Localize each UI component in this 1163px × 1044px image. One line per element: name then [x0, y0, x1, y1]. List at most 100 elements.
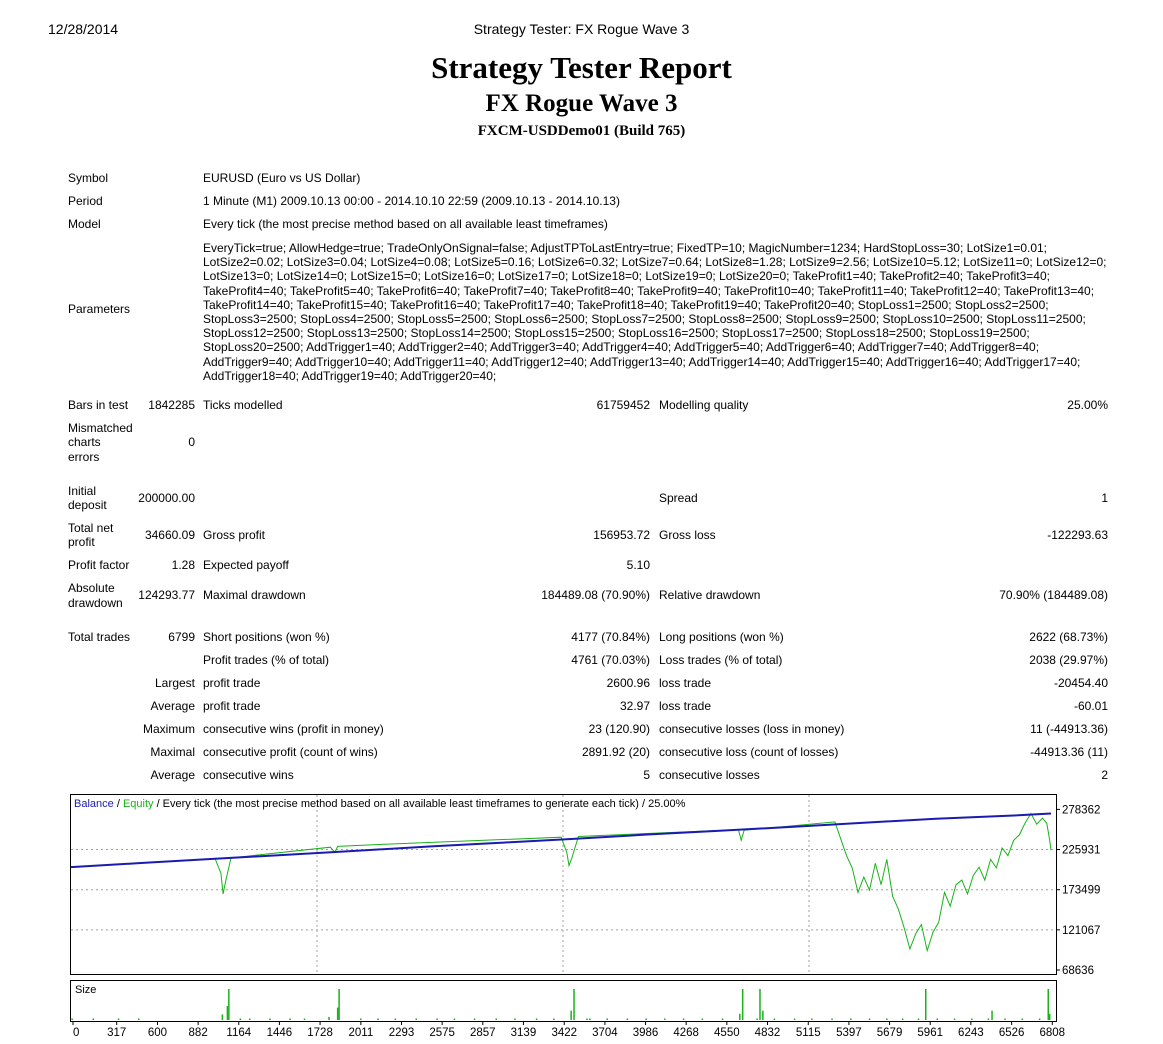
x-tick-label: 4550 — [714, 1027, 740, 1039]
short-positions-label: Short positions (won %) — [203, 630, 330, 644]
x-tick-label: 5679 — [877, 1027, 903, 1039]
gross-profit-value: 156953.72 — [593, 528, 650, 542]
legend-balance: Balance — [74, 798, 114, 810]
gross-loss-value: -122293.63 — [1047, 528, 1108, 542]
size-label: Size — [75, 984, 96, 996]
x-tick-label: 882 — [189, 1027, 208, 1039]
profit-trades-value: 4761 (70.03%) — [571, 653, 650, 667]
average-label: Average — [150, 699, 195, 713]
x-tick-label: 600 — [148, 1027, 167, 1039]
legend-separator: / — [114, 798, 123, 810]
equity-line — [70, 812, 1052, 953]
rel-drawdown-value: 70.90% (184489.08) — [999, 588, 1108, 602]
bars-value: 1842285 — [148, 398, 195, 412]
quality-value: 25.00% — [1067, 398, 1108, 412]
balance-chart-svg: 278362 225931 173499 121067 68636 0 317 600 882… — [70, 794, 1100, 1039]
max-drawdown-label: Maximal drawdown — [203, 588, 306, 602]
x-tick-label: 6243 — [958, 1027, 984, 1039]
average-loss-value: -60.01 — [1073, 699, 1108, 713]
average-cons-wins-label: consecutive wins — [203, 768, 294, 782]
largest-label: Largest — [154, 676, 195, 690]
largest-profit-value: 2600.96 — [606, 676, 650, 690]
maximal-label: Maximal — [150, 745, 195, 759]
max-cons-wins-label: consecutive wins (profit in money) — [203, 722, 384, 736]
parameters-value: EveryTick=true; AllowHedge=true; TradeOn… — [203, 241, 1107, 383]
x-tick-label: 4268 — [673, 1027, 699, 1039]
average-loss-label: loss trade — [659, 699, 712, 713]
deposit-value: 200000.00 — [138, 491, 195, 505]
mismatch-value: 0 — [188, 435, 195, 449]
x-tick-label: 1728 — [307, 1027, 333, 1039]
net-profit-label-2: profit — [68, 535, 95, 549]
y-tick-label: 278362 — [1062, 804, 1100, 816]
report-title: Strategy Tester Report — [431, 50, 732, 85]
x-tick-label: 3986 — [633, 1027, 659, 1039]
mismatch-label-2: charts — [68, 435, 101, 449]
x-tick-label: 0 — [73, 1027, 79, 1039]
x-tick-label: 1164 — [226, 1027, 251, 1039]
server-build: FXCM-USDDemo01 (Build 765) — [477, 123, 686, 139]
chart-legend: Balance / Equity / Every tick (the most … — [74, 798, 686, 810]
mismatch-label-3: errors — [68, 450, 100, 464]
x-tick-label: 3422 — [551, 1027, 577, 1039]
legend-equity: Equity — [123, 798, 154, 810]
x-tick-label: 4832 — [755, 1027, 781, 1039]
spread-label: Spread — [659, 491, 698, 505]
maximal-cons-loss-label: consecutive loss (count of losses) — [659, 745, 839, 759]
long-positions-value: 2622 (68.73%) — [1029, 630, 1108, 644]
expected-payoff-value: 5.10 — [626, 558, 650, 572]
maximal-cons-loss-value: -44913.36 (11) — [1030, 745, 1108, 759]
max-cons-losses-label: consecutive losses (loss in money) — [659, 722, 845, 736]
symbol-label: Symbol — [68, 171, 109, 185]
maximal-cons-profit-value: 2891.92 (20) — [581, 745, 650, 759]
average-cons-label: Average — [150, 768, 195, 782]
legend-description: / Every tick (the most precise method ba… — [154, 798, 686, 810]
profit-trades-label: Profit trades (% of total) — [203, 653, 330, 667]
abs-drawdown-label-1: Absolute — [68, 581, 115, 595]
average-cons-losses-value: 2 — [1101, 768, 1108, 782]
quality-label: Modelling quality — [659, 398, 749, 412]
y-tick-label: 68636 — [1062, 965, 1094, 977]
largest-profit-label: profit trade — [203, 676, 261, 690]
x-tick-label: 3139 — [511, 1027, 537, 1039]
x-tick-label: 5115 — [796, 1027, 821, 1039]
gross-profit-label: Gross profit — [203, 528, 266, 542]
period-value: 1 Minute (M1) 2009.10.13 00:00 - 2014.10… — [203, 194, 620, 208]
abs-drawdown-label-2: drawdown — [68, 596, 123, 610]
x-tick-label: 1446 — [267, 1027, 293, 1039]
x-tick-label: 317 — [107, 1027, 126, 1039]
average-profit-label: profit trade — [203, 699, 261, 713]
deposit-label-2: deposit — [68, 498, 107, 512]
short-positions-value: 4177 (70.84%) — [571, 630, 650, 644]
x-tick-label: 2857 — [470, 1027, 496, 1039]
deposit-label-1: Initial — [68, 484, 97, 498]
max-cons-wins-value: 23 (120.90) — [588, 722, 650, 736]
max-cons-losses-value: 11 (-44913.36) — [1030, 722, 1108, 736]
window-title: Strategy Tester: FX Rogue Wave 3 — [473, 21, 690, 37]
abs-drawdown-value: 124293.77 — [138, 588, 195, 602]
average-cons-wins-value: 5 — [643, 768, 650, 782]
largest-loss-value: -20454.40 — [1053, 676, 1108, 690]
rel-drawdown-label: Relative drawdown — [659, 588, 761, 602]
mismatch-label-1: Mismatched — [68, 421, 133, 435]
profit-factor-label: Profit factor — [68, 558, 130, 572]
expected-payoff-label: Expected payoff — [203, 558, 289, 572]
loss-trades-value: 2038 (29.97%) — [1029, 653, 1108, 667]
period-label: Period — [68, 194, 103, 208]
x-tick-label: 2011 — [348, 1027, 373, 1039]
model-label: Model — [68, 217, 101, 231]
y-tick-label: 173499 — [1062, 885, 1100, 897]
maximal-cons-profit-label: consecutive profit (count of wins) — [203, 745, 378, 759]
max-drawdown-value: 184489.08 (70.90%) — [541, 588, 650, 602]
ticks-label: Ticks modelled — [203, 398, 283, 412]
y-tick-label: 121067 — [1062, 925, 1100, 937]
x-tick-label: 5397 — [836, 1027, 862, 1039]
symbol-value: EURUSD (Euro vs US Dollar) — [203, 171, 361, 185]
largest-loss-label: loss trade — [659, 676, 712, 690]
main-plot-frame — [70, 794, 1057, 975]
parameters-label: Parameters — [68, 302, 131, 316]
balance-line — [70, 812, 1052, 869]
expert-name: FX Rogue Wave 3 — [485, 90, 678, 117]
ticks-value: 61759452 — [596, 398, 650, 412]
x-tick-label: 6808 — [1040, 1027, 1066, 1039]
